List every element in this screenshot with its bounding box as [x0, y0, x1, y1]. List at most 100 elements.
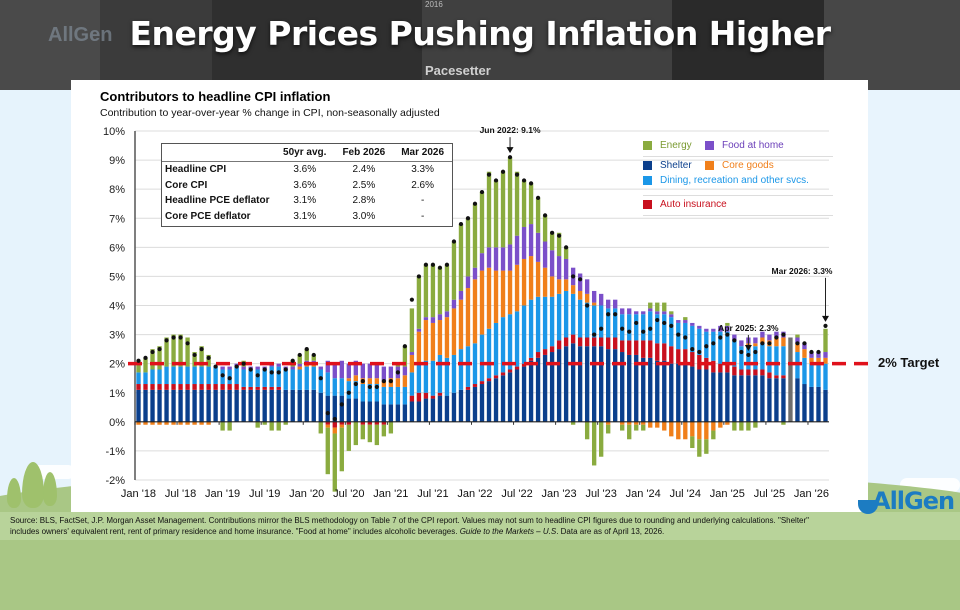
bar-segment-auto-insurance: [262, 386, 267, 390]
bar-segment-energy: [823, 328, 828, 353]
bar-segment-food-at-home: [325, 360, 330, 373]
bar-segment-shelter: [514, 369, 520, 422]
bar-segment-core-goods: [549, 276, 555, 297]
bar-segment-shelter: [430, 398, 436, 422]
bar-segment-dining-recreation-and-other-svcs: [542, 296, 548, 350]
bar-segment-core-goods: [430, 322, 436, 361]
bar-segment-shelter: [795, 378, 800, 422]
bar-segment-dining-recreation-and-other-svcs: [648, 311, 653, 341]
bar-segment-food-at-home: [353, 360, 358, 376]
bar-segment-dining-recreation-and-other-svcs: [458, 349, 464, 390]
headline-marker: [697, 349, 702, 355]
bar-segment-core-goods: [493, 270, 499, 323]
bar-segment-shelter: [549, 352, 555, 422]
annotation-label: Apr 2025: 2.3%: [718, 323, 779, 333]
bar-segment-energy: [283, 421, 288, 425]
bar-segment-core-goods: [150, 421, 155, 425]
x-tick-label: Jan '25: [710, 488, 745, 500]
bar-segment-food-at-home: [437, 314, 443, 321]
bar-segment-dining-recreation-and-other-svcs: [416, 363, 422, 393]
bar-segment-core-goods: [711, 421, 716, 431]
brand-logo: AllGen: [872, 487, 955, 515]
annotation-label: Jun 2022: 9.1%: [480, 125, 541, 135]
headline-marker: [613, 312, 618, 317]
bar-segment-shelter: [185, 389, 190, 422]
bar-segment-dining-recreation-and-other-svcs: [374, 384, 380, 402]
bar-segment-shelter: [809, 386, 814, 422]
tree-decoration: [22, 462, 44, 508]
headline-marker: [472, 201, 478, 206]
bar-segment-shelter: [199, 389, 204, 422]
bar-segment-auto-insurance: [234, 384, 239, 390]
bar-segment-auto-insurance: [711, 360, 716, 373]
bar-segment-shelter: [241, 389, 246, 422]
bar-segment-energy: [381, 424, 387, 437]
bar-segment-food-at-home: [332, 363, 337, 379]
x-tick-label: Jul '22: [501, 488, 532, 500]
bar-segment-shelter: [676, 363, 681, 422]
bar-segment-energy: [346, 424, 351, 451]
headline-marker: [213, 364, 218, 369]
bar-segment-energy: [711, 430, 716, 440]
sky-background: [868, 90, 960, 510]
bar-segment-shelter: [725, 372, 730, 422]
headline-marker: [816, 349, 821, 355]
bar-segment-dining-recreation-and-other-svcs: [332, 378, 337, 396]
bar-segment-dining-recreation-and-other-svcs: [500, 317, 506, 373]
bar-segment-energy: [732, 421, 737, 431]
bar-segment-core-goods: [725, 421, 730, 425]
bar-segment-shelter: [556, 349, 562, 422]
bar-segment-auto-insurance: [346, 421, 351, 425]
bar-segment-food-at-home: [732, 334, 737, 341]
bar-segment-food-at-home: [739, 340, 744, 347]
x-tick-label: Jan '21: [373, 488, 408, 500]
bar-segment-auto-insurance: [584, 337, 590, 347]
legend-row: Auto insurance: [643, 196, 833, 216]
bar-segment-auto-insurance: [549, 346, 555, 353]
headline-marker: [262, 367, 267, 372]
bar-segment-energy: [634, 424, 639, 431]
bar-segment-dining-recreation-and-other-svcs: [507, 314, 513, 370]
headline-marker: [592, 332, 597, 337]
headline-marker: [479, 189, 485, 195]
bar-segment-energy: [164, 337, 169, 367]
row-avg: 3.1%: [293, 210, 317, 222]
header-photo: [100, 0, 214, 90]
legend-swatch: [705, 141, 714, 150]
bar-segment-energy: [753, 421, 758, 428]
bar-segment-core-goods: [753, 343, 758, 347]
bar-segment-core-goods: [528, 256, 534, 300]
summary-col-avg: 50yr avg.: [275, 144, 335, 162]
legend-label: Auto insurance: [660, 199, 727, 210]
headline-marker: [143, 355, 148, 360]
bar-segment-dining-recreation-and-other-svcs: [535, 296, 541, 353]
bar-segment-energy: [606, 424, 611, 434]
bar-segment-dining-recreation-and-other-svcs: [809, 363, 814, 387]
bar-segment-food-at-home: [620, 308, 625, 315]
row-label: Core CPI: [165, 179, 208, 191]
table-row: Core PCE deflator 3.1% 3.0% -: [162, 209, 452, 225]
bar-segment-energy: [171, 334, 176, 367]
bar-segment-dining-recreation-and-other-svcs: [213, 366, 218, 385]
summary-col-label: [162, 144, 275, 162]
bar-segment-auto-insurance: [178, 384, 183, 390]
bar-segment-auto-insurance: [360, 421, 366, 425]
bar-segment-auto-insurance: [150, 384, 155, 390]
y-tick-label: 2%: [109, 359, 125, 371]
summary-col-mar: Mar 2026: [393, 144, 452, 162]
bar-segment-shelter: [458, 389, 464, 422]
x-tick-label: Jan '20: [289, 488, 324, 500]
bar-segment-energy: [276, 421, 281, 431]
bar-segment-energy: [669, 311, 674, 315]
bar-segment-dining-recreation-and-other-svcs: [171, 366, 176, 385]
bar-segment-dining-recreation-and-other-svcs: [269, 366, 274, 387]
bar-segment-food-at-home: [690, 322, 695, 326]
bar-segment-shelter: [507, 372, 513, 422]
headline-marker: [493, 178, 499, 183]
headline-marker: [662, 320, 667, 326]
bar-segment-dining-recreation-and-other-svcs: [318, 369, 323, 393]
headline-marker: [746, 352, 751, 358]
bar-segment-core-goods: [143, 421, 148, 425]
bar-segment-shelter: [627, 354, 632, 422]
bar-segment-shelter: [802, 384, 807, 422]
